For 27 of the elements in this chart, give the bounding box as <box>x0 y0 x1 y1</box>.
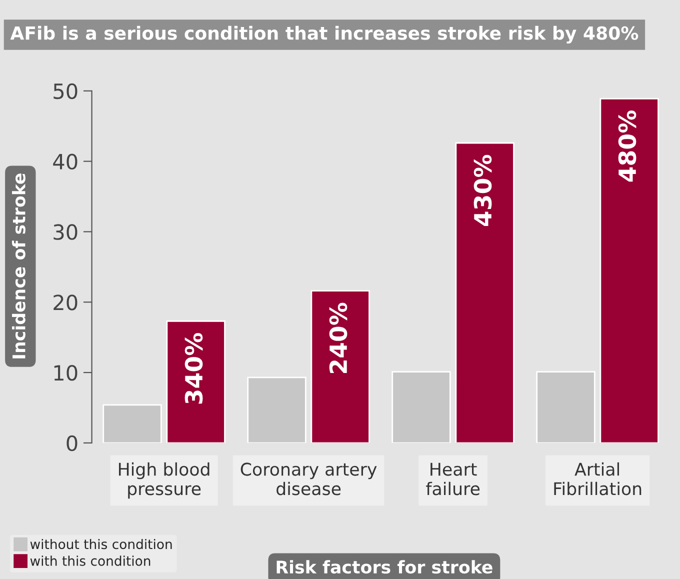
y-tick-label: 0 <box>66 435 78 452</box>
y-tick-label: 40 <box>53 154 78 170</box>
legend-label: with this condition <box>30 556 150 566</box>
x-tick-label: Heart failure <box>426 462 480 496</box>
legend-label: without this condition <box>30 538 172 550</box>
y-axis-title: Incidence of stroke <box>12 174 26 358</box>
x-tick-label: Artial Fibrillation <box>554 462 642 496</box>
x-tick-label: Coronary artery disease <box>240 462 377 496</box>
bar <box>600 98 659 443</box>
y-tick-label: 50 <box>54 83 78 100</box>
bar <box>102 404 162 443</box>
bar <box>455 142 514 443</box>
y-tick-label: 30 <box>54 224 78 240</box>
bar <box>166 320 226 443</box>
chart-title: AFib is a serious condition that increases stroke risk by 480% <box>10 26 638 44</box>
bar <box>310 290 370 443</box>
annotation: 340% <box>184 332 203 404</box>
annotation: 240% <box>329 302 348 374</box>
annotation: 480% <box>618 110 636 182</box>
x-axis-title: Risk factors for stroke <box>276 560 492 574</box>
annotation: 430% <box>474 154 492 226</box>
x-tick-label: High blood pressure <box>118 462 210 499</box>
y-tick-label: 20 <box>54 294 78 310</box>
bar <box>536 371 596 443</box>
y-tick-label: 10 <box>54 364 78 381</box>
bar <box>392 371 451 443</box>
bar <box>247 376 306 443</box>
